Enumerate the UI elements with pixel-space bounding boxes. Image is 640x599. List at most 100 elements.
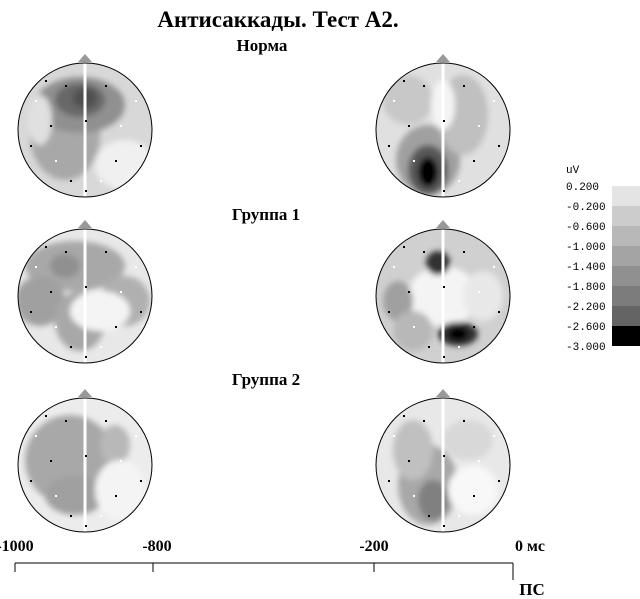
electrode xyxy=(443,120,445,122)
electrode xyxy=(115,326,117,328)
potential-region xyxy=(463,271,503,321)
electrode xyxy=(388,145,390,147)
scale-label: -3.000 xyxy=(566,342,606,354)
scale-label: -0.600 xyxy=(566,222,606,234)
scale-swatch xyxy=(612,266,640,286)
nose xyxy=(78,54,92,62)
topomap xyxy=(18,63,152,197)
scale-swatch xyxy=(612,306,640,326)
nose xyxy=(78,220,92,228)
potential-region xyxy=(50,254,80,278)
potential-region xyxy=(418,157,438,187)
electrode xyxy=(388,311,390,313)
electrode xyxy=(473,326,475,328)
electrode xyxy=(428,515,430,517)
potential-region xyxy=(383,281,413,321)
midline xyxy=(83,398,87,532)
electrode xyxy=(458,180,460,182)
time-label: -200 xyxy=(359,538,388,555)
electrode xyxy=(423,251,425,253)
potential-region xyxy=(448,327,468,341)
group-label: Группа 2 xyxy=(232,370,300,389)
scale-label: 0.200 xyxy=(566,182,599,194)
electrode xyxy=(478,291,480,293)
electrode xyxy=(493,100,495,102)
head-outline xyxy=(375,397,511,533)
electrode xyxy=(423,85,425,87)
group-label: Норма xyxy=(237,36,288,55)
potential-field xyxy=(393,420,498,525)
time-label: -800 xyxy=(142,538,171,555)
potential-region xyxy=(383,75,433,125)
potential-region xyxy=(100,425,130,465)
electrode xyxy=(135,435,137,437)
electrode xyxy=(393,435,395,437)
potential-field xyxy=(25,415,145,520)
potential-region xyxy=(443,420,493,460)
electrode xyxy=(45,415,47,417)
electrode xyxy=(493,266,495,268)
electrode xyxy=(498,145,500,147)
electrode xyxy=(458,515,460,517)
nose xyxy=(436,54,450,62)
electrode xyxy=(413,160,415,162)
electrode xyxy=(85,525,87,527)
potential-region xyxy=(393,420,433,480)
topomap xyxy=(18,229,152,363)
nose xyxy=(436,220,450,228)
electrode xyxy=(135,100,137,102)
event-marker: ПС xyxy=(519,580,545,599)
topomap xyxy=(376,229,510,363)
electrode xyxy=(115,495,117,497)
electrode xyxy=(85,120,87,122)
electrode xyxy=(463,420,465,422)
scale-swatch xyxy=(612,226,640,246)
electrode xyxy=(70,515,72,517)
electrode xyxy=(50,291,52,293)
head-outline xyxy=(375,62,511,198)
electrode xyxy=(463,251,465,253)
electrode xyxy=(35,266,37,268)
electrode xyxy=(85,286,87,288)
electrode xyxy=(85,190,87,192)
nose xyxy=(436,389,450,397)
electrode xyxy=(413,495,415,497)
electrode xyxy=(65,420,67,422)
potential-region xyxy=(95,460,145,520)
electrode xyxy=(120,291,122,293)
scale-swatch xyxy=(612,286,640,306)
electrode xyxy=(473,160,475,162)
electrode xyxy=(403,415,405,417)
electrode xyxy=(443,455,445,457)
electrode xyxy=(70,346,72,348)
scale-swatch xyxy=(612,246,640,266)
electrode xyxy=(443,525,445,527)
head-outline xyxy=(17,228,153,364)
group-label: Группа 1 xyxy=(232,205,300,224)
electrode xyxy=(140,311,142,313)
electrode xyxy=(100,180,102,182)
electrode xyxy=(403,80,405,82)
electrode xyxy=(105,420,107,422)
scale-swatch xyxy=(612,326,640,346)
electrode xyxy=(100,515,102,517)
potential-region xyxy=(418,480,448,520)
topomaps xyxy=(17,54,511,533)
potential-region xyxy=(70,291,130,331)
electrode xyxy=(473,495,475,497)
scale-unit: uV xyxy=(566,165,580,177)
electrode xyxy=(70,180,72,182)
electrode xyxy=(498,480,500,482)
time-label: -1000 xyxy=(0,538,34,555)
electrode xyxy=(65,251,67,253)
scale-swatch xyxy=(612,206,640,226)
title: Антисаккады. Тест А2. xyxy=(157,7,398,32)
scale-label: -0.200 xyxy=(566,202,606,214)
electrode xyxy=(45,80,47,82)
potential-region xyxy=(18,276,65,326)
electrode xyxy=(408,291,410,293)
electrode xyxy=(55,326,57,328)
electrode xyxy=(403,246,405,248)
electrode xyxy=(428,346,430,348)
scale-label: -2.200 xyxy=(566,302,606,314)
